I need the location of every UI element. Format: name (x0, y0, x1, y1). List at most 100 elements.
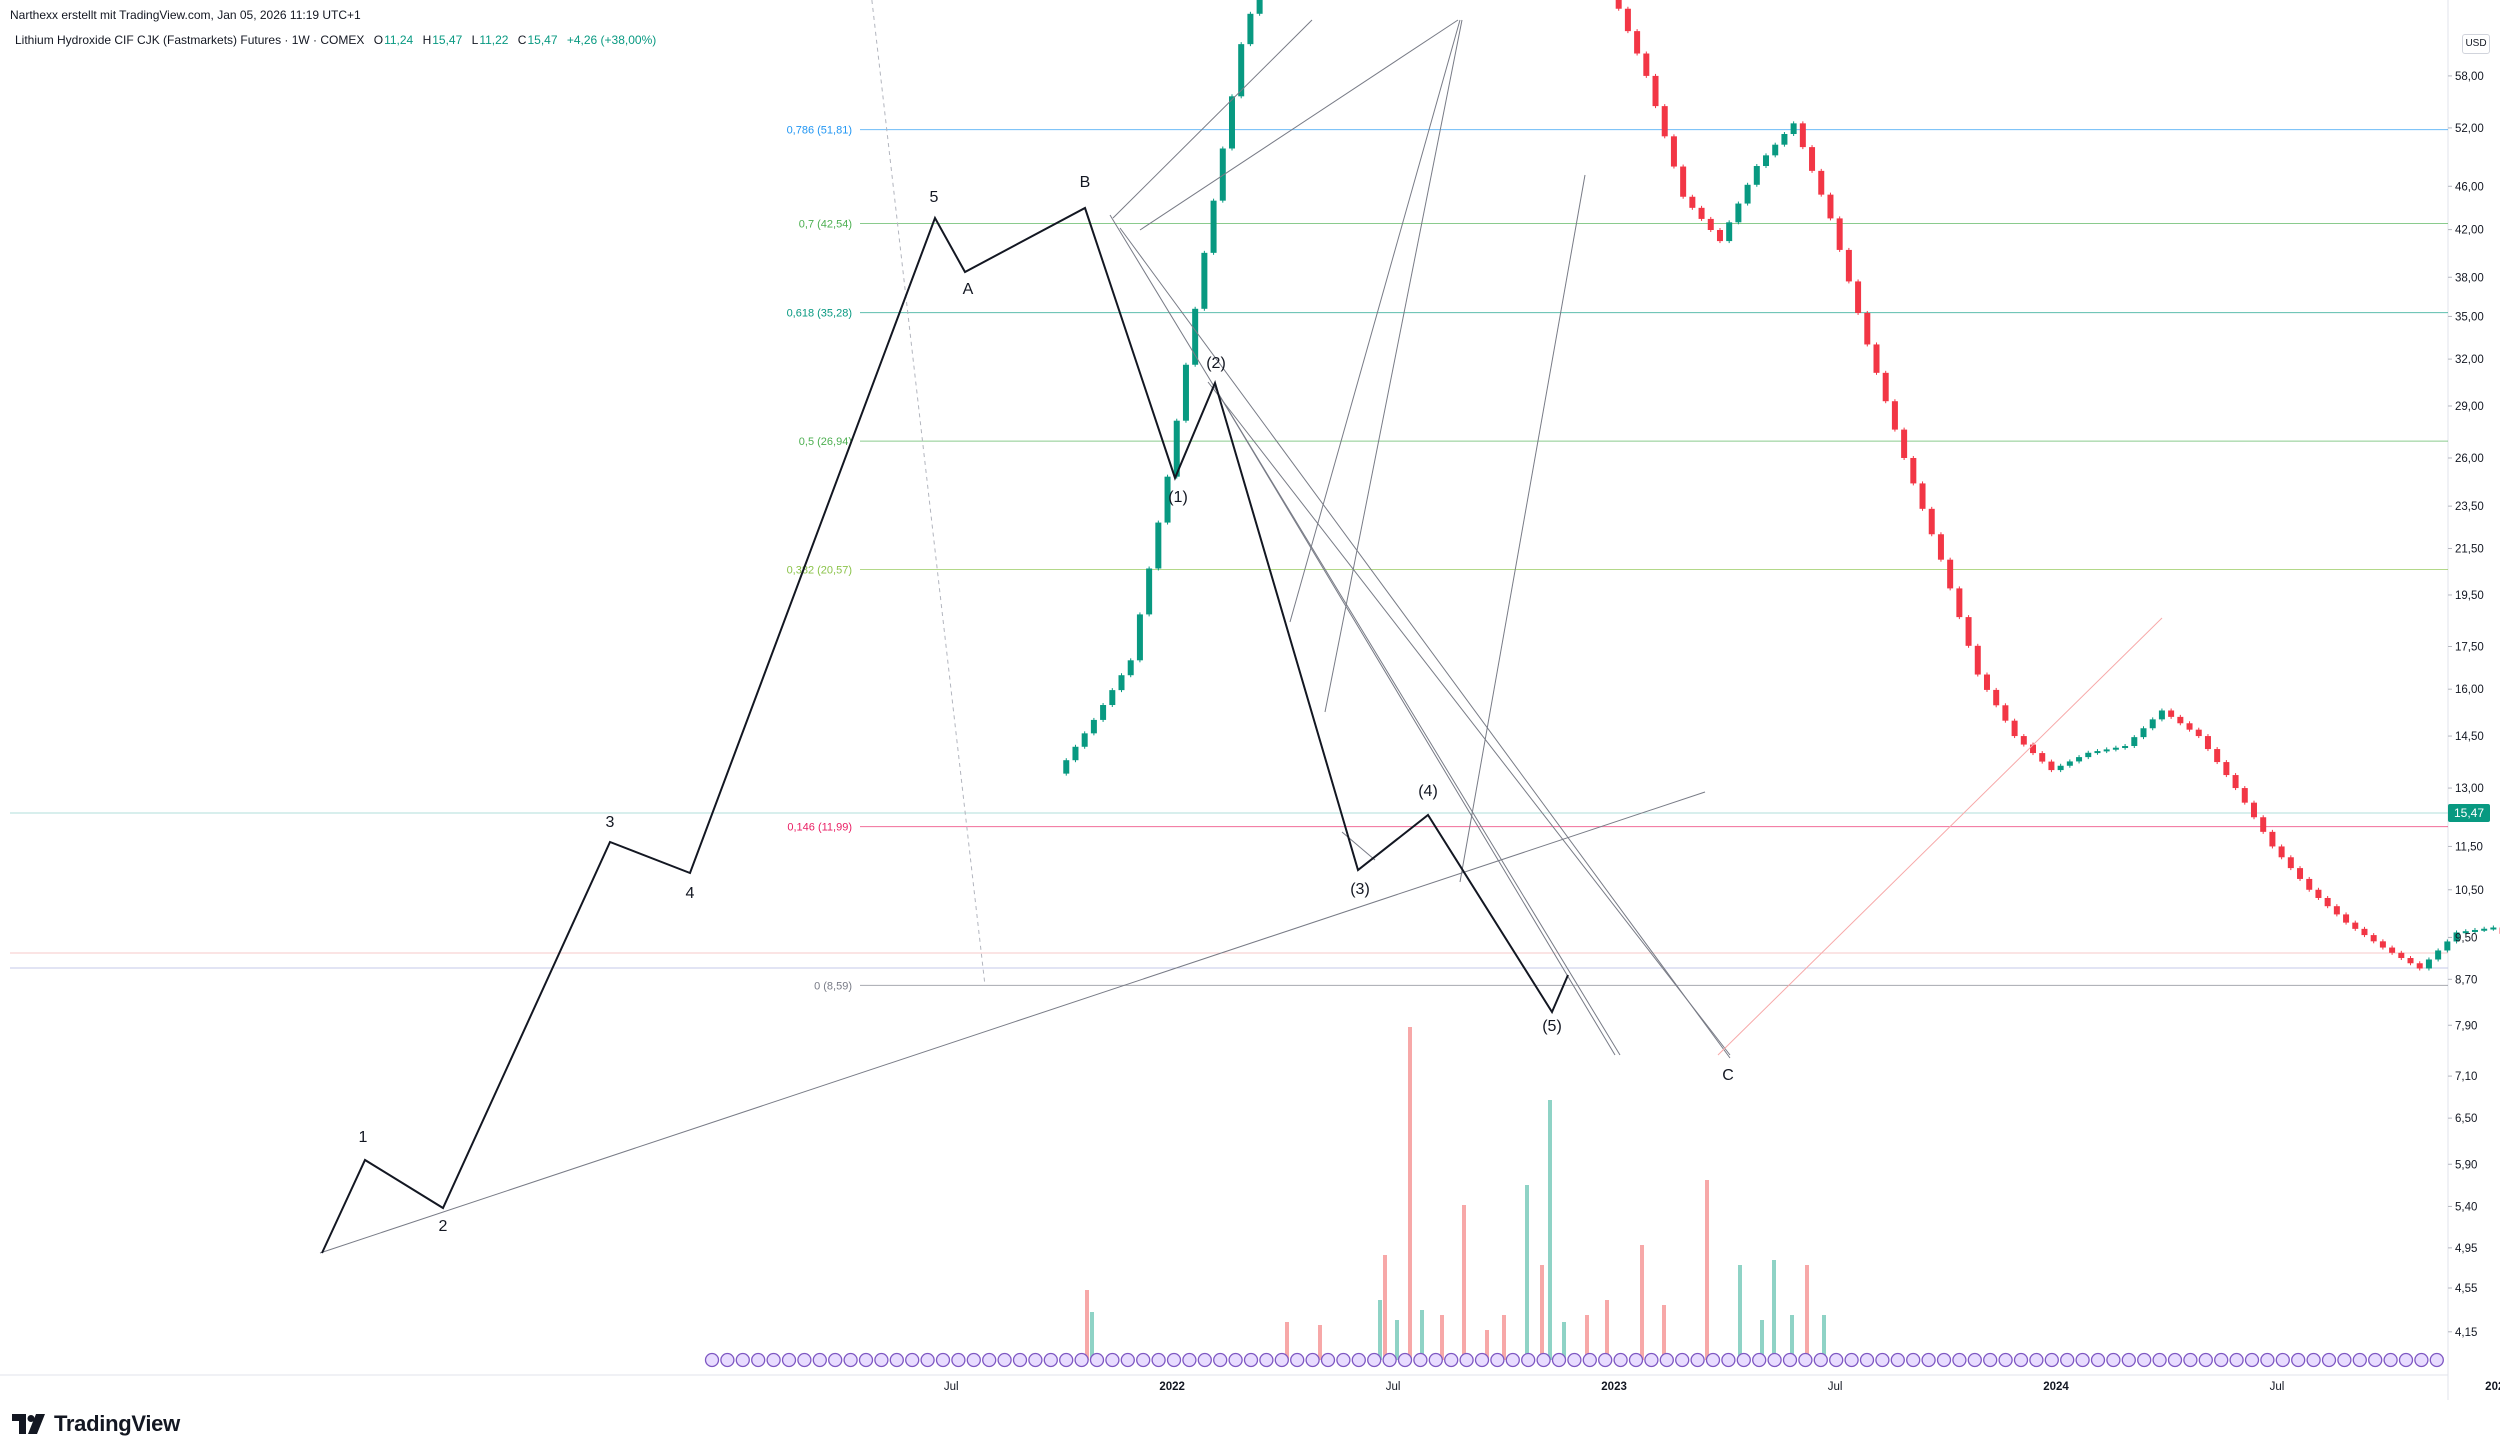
candle-down (2416, 963, 2423, 969)
symbol-legend[interactable]: Lithium Hydroxide CIF CJK (Fastmarkets) … (15, 33, 656, 47)
event-marker-icon (1859, 1352, 1875, 1368)
event-marker-icon (1166, 1352, 1182, 1368)
wave-label: A (963, 281, 974, 298)
event-marker-icon (1043, 1352, 1058, 1368)
candle-up (2066, 761, 2073, 766)
event-marker-icon (1952, 1352, 1967, 1368)
event-marker-icon (982, 1352, 997, 1368)
wave-label: B (1080, 174, 1091, 191)
volume-bar (1605, 1300, 1609, 1360)
price-tick-label: 46,00 (2455, 181, 2484, 193)
price-tick-label: 14,50 (2455, 731, 2484, 743)
fib-level-label: 0,146 (11,99) (787, 822, 852, 834)
price-tick-label: 4,15 (2455, 1327, 2477, 1339)
event-marker-icon (1536, 1352, 1551, 1368)
candle-down (2370, 935, 2377, 942)
candle-up (2425, 959, 2432, 969)
event-marker-icon (2106, 1352, 2121, 1368)
event-marker-icon (2429, 1352, 2444, 1368)
event-marker-icon (874, 1352, 889, 1368)
event-marker-icon (1012, 1352, 1028, 1368)
event-marker-icon (1798, 1352, 1813, 1368)
trend-line (1289, 19, 1461, 623)
fib-level-label: 0,7 (42,54) (799, 219, 852, 231)
candle-down (1873, 344, 1880, 373)
close-label: C (517, 33, 527, 47)
wave-label: C (1722, 1067, 1734, 1084)
candle-down (1965, 617, 1972, 646)
candle-down (1864, 312, 1871, 345)
candle-up (1790, 123, 1797, 135)
event-marker-icon (1582, 1352, 1597, 1368)
price-tick-label: 8,70 (2455, 974, 2477, 986)
candle-down (1910, 457, 1917, 484)
event-marker-icon (1028, 1352, 1043, 1368)
time-axis: Jul2022Jul2023Jul2024Jul2025Jul2026Jul20… (944, 1381, 2500, 1393)
candle-down (1661, 106, 1668, 137)
tradingview-logo[interactable]: TradingView (12, 1411, 180, 1436)
trend-line (1112, 19, 1313, 219)
candle-down (2343, 914, 2350, 923)
event-marker-icon (735, 1352, 750, 1368)
event-marker-icon (2368, 1352, 2383, 1368)
event-marker-icon (1367, 1352, 1382, 1368)
candle-up (1109, 690, 1116, 706)
event-marker-icon (1567, 1352, 1582, 1368)
event-marker-icon (997, 1352, 1012, 1368)
event-marker-icon (1474, 1352, 1490, 1368)
candle-up (1192, 308, 1199, 365)
elliott-wave-labels: 1 2 3 4 5 A B (1) (2) (3) (4) (5) C (359, 174, 1734, 1235)
event-marker-icon (812, 1352, 827, 1368)
price-tick-label: 7,10 (2455, 1071, 2477, 1083)
candle-up (1744, 184, 1751, 204)
open-value: 11,24 (384, 33, 414, 47)
candle-down (2278, 846, 2285, 858)
candle-down (1993, 689, 2000, 706)
price-tick-label: 38,00 (2455, 272, 2484, 284)
time-tick-label: 2022 (1159, 1381, 1185, 1393)
event-marker-icon (2075, 1352, 2090, 1368)
candle-down (1836, 218, 1843, 250)
volume-bar (1640, 1245, 1644, 1360)
wave-label: 5 (930, 189, 939, 206)
event-marker-icon (2214, 1352, 2229, 1368)
symbol-title[interactable]: Lithium Hydroxide CIF CJK (Fastmarkets) … (15, 33, 365, 47)
fib-level-label: 0,618 (35,28) (787, 308, 852, 320)
volume-bar (1085, 1290, 1089, 1360)
time-tick-label: 2024 (2043, 1381, 2069, 1393)
event-marker-icon (2244, 1352, 2260, 1368)
event-marker-icon (1259, 1352, 1274, 1368)
event-marker-icon (1428, 1352, 1443, 1368)
event-marker-icon (1089, 1352, 1105, 1368)
fib-level-label: 0,786 (51,81) (787, 125, 852, 137)
change-value: +4,26 (+38,00%) (566, 33, 657, 47)
candle-down (1799, 123, 1806, 148)
price-tick-label: 19,50 (2455, 590, 2484, 602)
volume-bar (1378, 1300, 1382, 1360)
price-tick-label: 26,00 (2455, 453, 2484, 465)
candle-up (2085, 752, 2092, 758)
event-marker-icon (1659, 1352, 1674, 1368)
currency-badge[interactable]: USD (2462, 34, 2490, 54)
event-marker-icon (889, 1352, 904, 1368)
candle-up (1136, 614, 1143, 661)
event-marker-icon (1521, 1352, 1536, 1368)
candle-down (1624, 8, 1631, 32)
event-marker-icon (1182, 1352, 1197, 1368)
candle-down (1983, 674, 1990, 690)
price-tick-label: 52,00 (2455, 123, 2484, 135)
trend-line (1214, 387, 1616, 1056)
volume-bar (1540, 1265, 1544, 1360)
price-tick-label: 17,50 (2455, 642, 2484, 654)
event-marker-icon (1459, 1352, 1474, 1368)
candle-up (2131, 737, 2138, 747)
event-marker-icon (1413, 1352, 1428, 1368)
event-marker-icon (704, 1352, 720, 1368)
candle-down (2223, 762, 2230, 776)
high-value: 15,47 (432, 33, 463, 47)
event-marker-icon (2137, 1352, 2152, 1368)
event-marker-icon (843, 1352, 858, 1368)
event-marker-icon (1921, 1352, 1936, 1368)
candle-down (2039, 753, 2046, 762)
